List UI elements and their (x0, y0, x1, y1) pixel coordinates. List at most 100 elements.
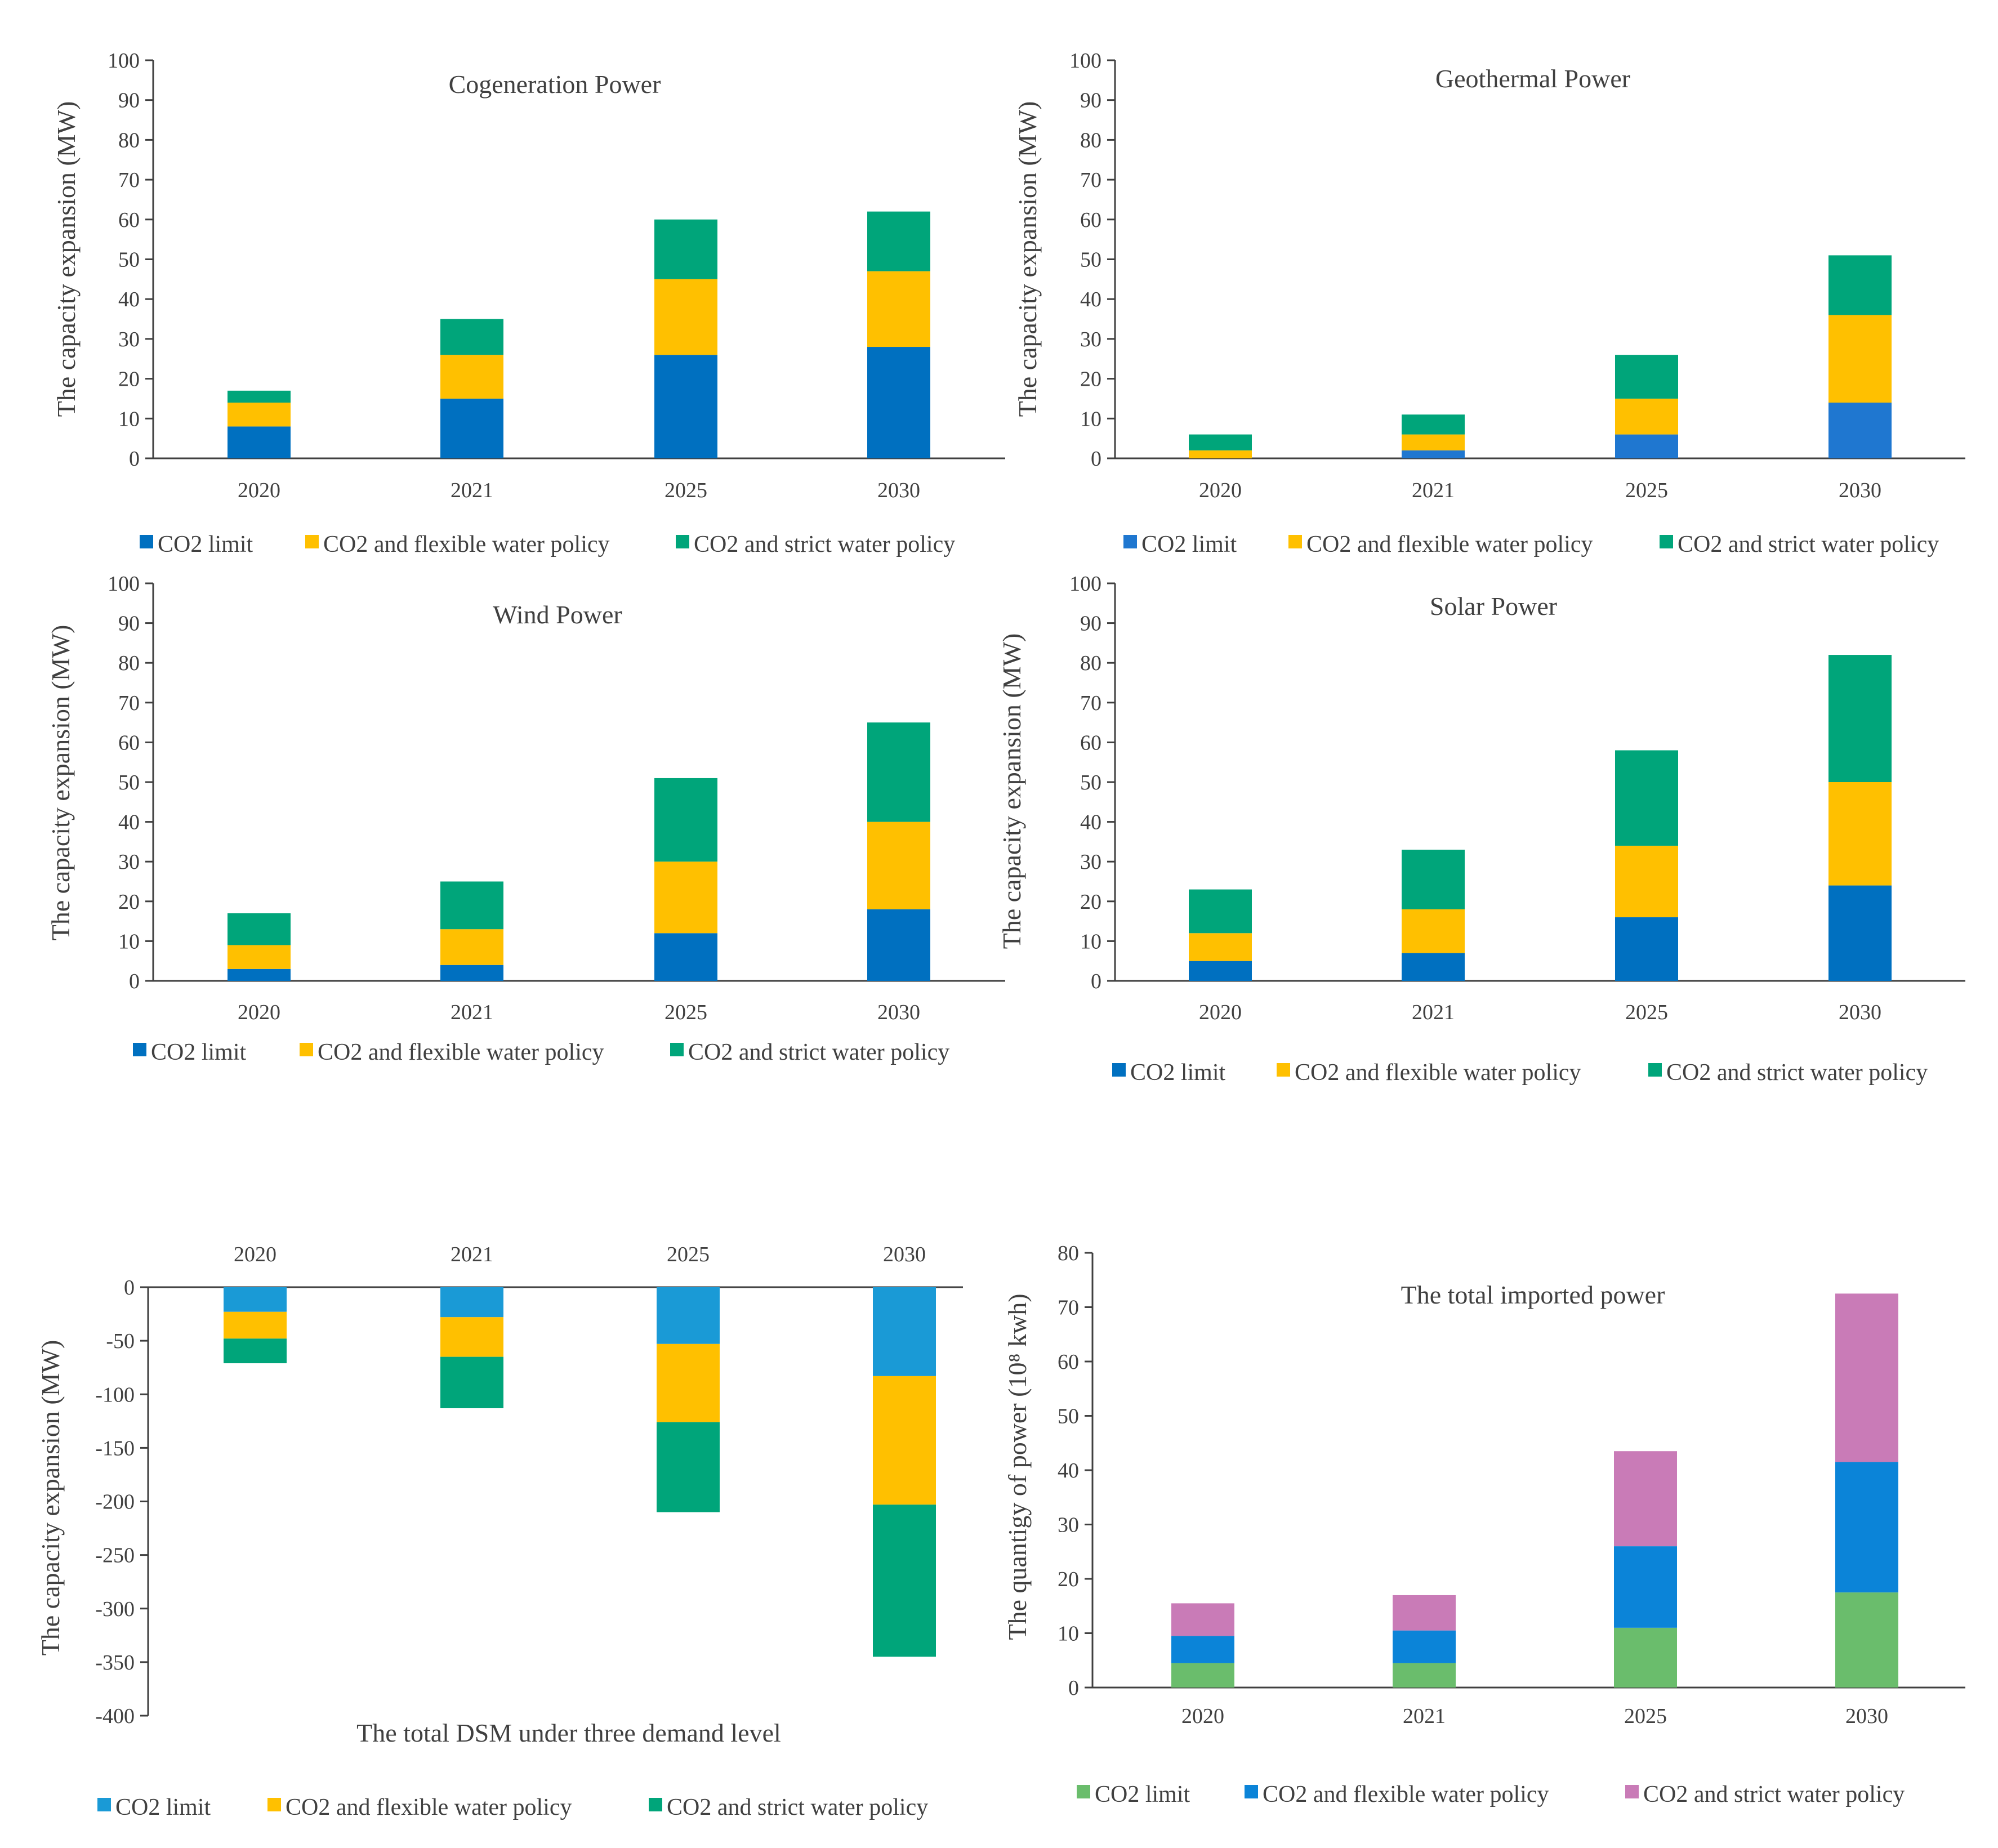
bar-segment-2025-series-1 (654, 933, 717, 981)
y-tick-label: 80 (1080, 128, 1101, 152)
x-tick-label: 2030 (877, 479, 920, 502)
y-tick-label: 30 (1080, 850, 1101, 874)
bar-segment-2020-series-2 (224, 1311, 287, 1339)
legend-swatch-series-1 (1123, 535, 1137, 548)
bar-segment-2025-series-2 (1615, 398, 1678, 435)
y-tick-label: 30 (1058, 1514, 1079, 1537)
bar-segment-2030-series-1 (867, 909, 930, 981)
y-tick-label: 100 (108, 572, 140, 596)
chart-title: Cogeneration Power (449, 70, 661, 99)
bar-segment-2030-series-3 (867, 722, 930, 822)
bar-segment-2030-series-1 (1835, 1592, 1898, 1688)
y-tick-label: 20 (1080, 890, 1101, 914)
y-tick-label: 90 (1080, 612, 1101, 636)
y-tick-label: 0 (1091, 970, 1101, 993)
legend-label-series-2: CO2 and flexible water policy (286, 1795, 572, 1820)
bar-segment-2025-series-3 (657, 1422, 720, 1512)
legend-swatch-series-2 (300, 1043, 313, 1056)
x-tick-label: 2025 (1624, 1704, 1667, 1728)
legend-swatch-series-3 (1648, 1063, 1662, 1077)
bar-segment-2021-series-1 (440, 965, 503, 981)
chart-title: The total imported power (1401, 1280, 1665, 1309)
bar-segment-2020-series-3 (228, 913, 291, 945)
bar-segment-2020-series-3 (1171, 1603, 1234, 1636)
legend-swatch-series-2 (267, 1798, 281, 1811)
x-tick-label: 2030 (1839, 479, 1881, 502)
legend-swatch-series-3 (1660, 535, 1673, 548)
legend-swatch-series-2 (305, 535, 319, 548)
legend-label-series-3: CO2 and strict water policy (1666, 1060, 1928, 1086)
y-tick-label: 60 (1080, 731, 1101, 755)
bar-segment-2020-series-2 (1171, 1636, 1234, 1663)
bar-segment-2030-series-2 (873, 1376, 936, 1505)
y-tick-label: -100 (95, 1383, 135, 1407)
y-tick-label: 90 (118, 89, 140, 113)
y-tick-label: 50 (1058, 1405, 1079, 1429)
bar-segment-2025-series-1 (654, 355, 717, 458)
legend-label-series-3: CO2 and strict water policy (667, 1795, 928, 1820)
y-tick-label: 0 (129, 447, 140, 471)
y-tick-label: 0 (1091, 447, 1101, 471)
y-tick-label: 10 (118, 407, 140, 431)
y-axis-label: The capacity expansion (MW) (997, 633, 1026, 949)
bar-segment-2025-series-2 (1615, 845, 1678, 918)
y-tick-label: 40 (118, 811, 140, 834)
y-axis-label: The capacity expansion (MW) (46, 625, 75, 941)
legend-label-series-3: CO2 and strict water policy (688, 1039, 949, 1065)
y-tick-label: 100 (108, 49, 140, 73)
x-tick-label: 2025 (1625, 479, 1668, 502)
legend-label-series-3: CO2 and strict water policy (694, 532, 955, 557)
bar-segment-2025-series-3 (654, 778, 717, 862)
bar-segment-2020-series-1 (228, 426, 291, 458)
chart-title: Solar Power (1430, 592, 1557, 621)
bar-segment-2030-series-3 (1828, 255, 1892, 315)
bar-segment-2021-series-3 (440, 319, 503, 355)
y-tick-label: 50 (118, 248, 140, 272)
bar-segment-2020-series-2 (1189, 933, 1252, 961)
y-tick-label: 90 (1080, 89, 1101, 113)
legend-swatch-series-1 (1112, 1063, 1126, 1077)
x-tick-label: 2025 (1625, 1001, 1668, 1024)
bar-segment-2020-series-3 (1189, 889, 1252, 934)
bar-segment-2021-series-1 (440, 398, 503, 458)
bar-segment-2020-series-1 (1171, 1663, 1234, 1688)
legend-label-series-1: CO2 limit (151, 1039, 247, 1065)
bar-segment-2030-series-2 (867, 271, 930, 347)
bar-segment-2025-series-3 (1615, 355, 1678, 399)
y-tick-label: -50 (106, 1329, 135, 1353)
bar-segment-2025-series-2 (1614, 1546, 1677, 1628)
bar-segment-2020-series-2 (1189, 450, 1252, 458)
y-tick-label: 70 (1058, 1296, 1079, 1320)
bar-segment-2030-series-1 (1828, 885, 1892, 981)
y-tick-label: 70 (1080, 691, 1101, 715)
bar-segment-2030-series-2 (1828, 315, 1892, 403)
y-tick-label: 60 (118, 208, 140, 232)
y-tick-label: -400 (95, 1704, 135, 1728)
bar-segment-2025-series-1 (1614, 1627, 1677, 1688)
chart-title: Wind Power (493, 600, 622, 629)
y-axis-label: The capacity expansion (MW) (52, 101, 81, 417)
legend-swatch-series-1 (97, 1798, 111, 1811)
x-tick-label: 2030 (883, 1243, 926, 1266)
bar-segment-2030-series-3 (1828, 655, 1892, 782)
x-tick-label: 2020 (1199, 1001, 1242, 1024)
bar-segment-2020-series-3 (224, 1338, 287, 1364)
y-tick-label: 40 (1080, 811, 1101, 834)
y-tick-label: 40 (118, 288, 140, 311)
bar-segment-2021-series-1 (440, 1287, 503, 1318)
y-tick-label: 20 (1080, 368, 1101, 391)
y-tick-label: 60 (1058, 1350, 1079, 1374)
bar-segment-2020-series-3 (1189, 434, 1252, 450)
bar-segment-2021-series-2 (440, 355, 503, 399)
x-tick-label: 2025 (664, 479, 707, 502)
y-tick-label: 80 (1058, 1242, 1079, 1265)
y-tick-label: 30 (118, 328, 140, 351)
y-tick-label: 0 (124, 1276, 135, 1300)
y-tick-label: 100 (1069, 49, 1101, 73)
y-tick-label: 70 (1080, 168, 1101, 192)
